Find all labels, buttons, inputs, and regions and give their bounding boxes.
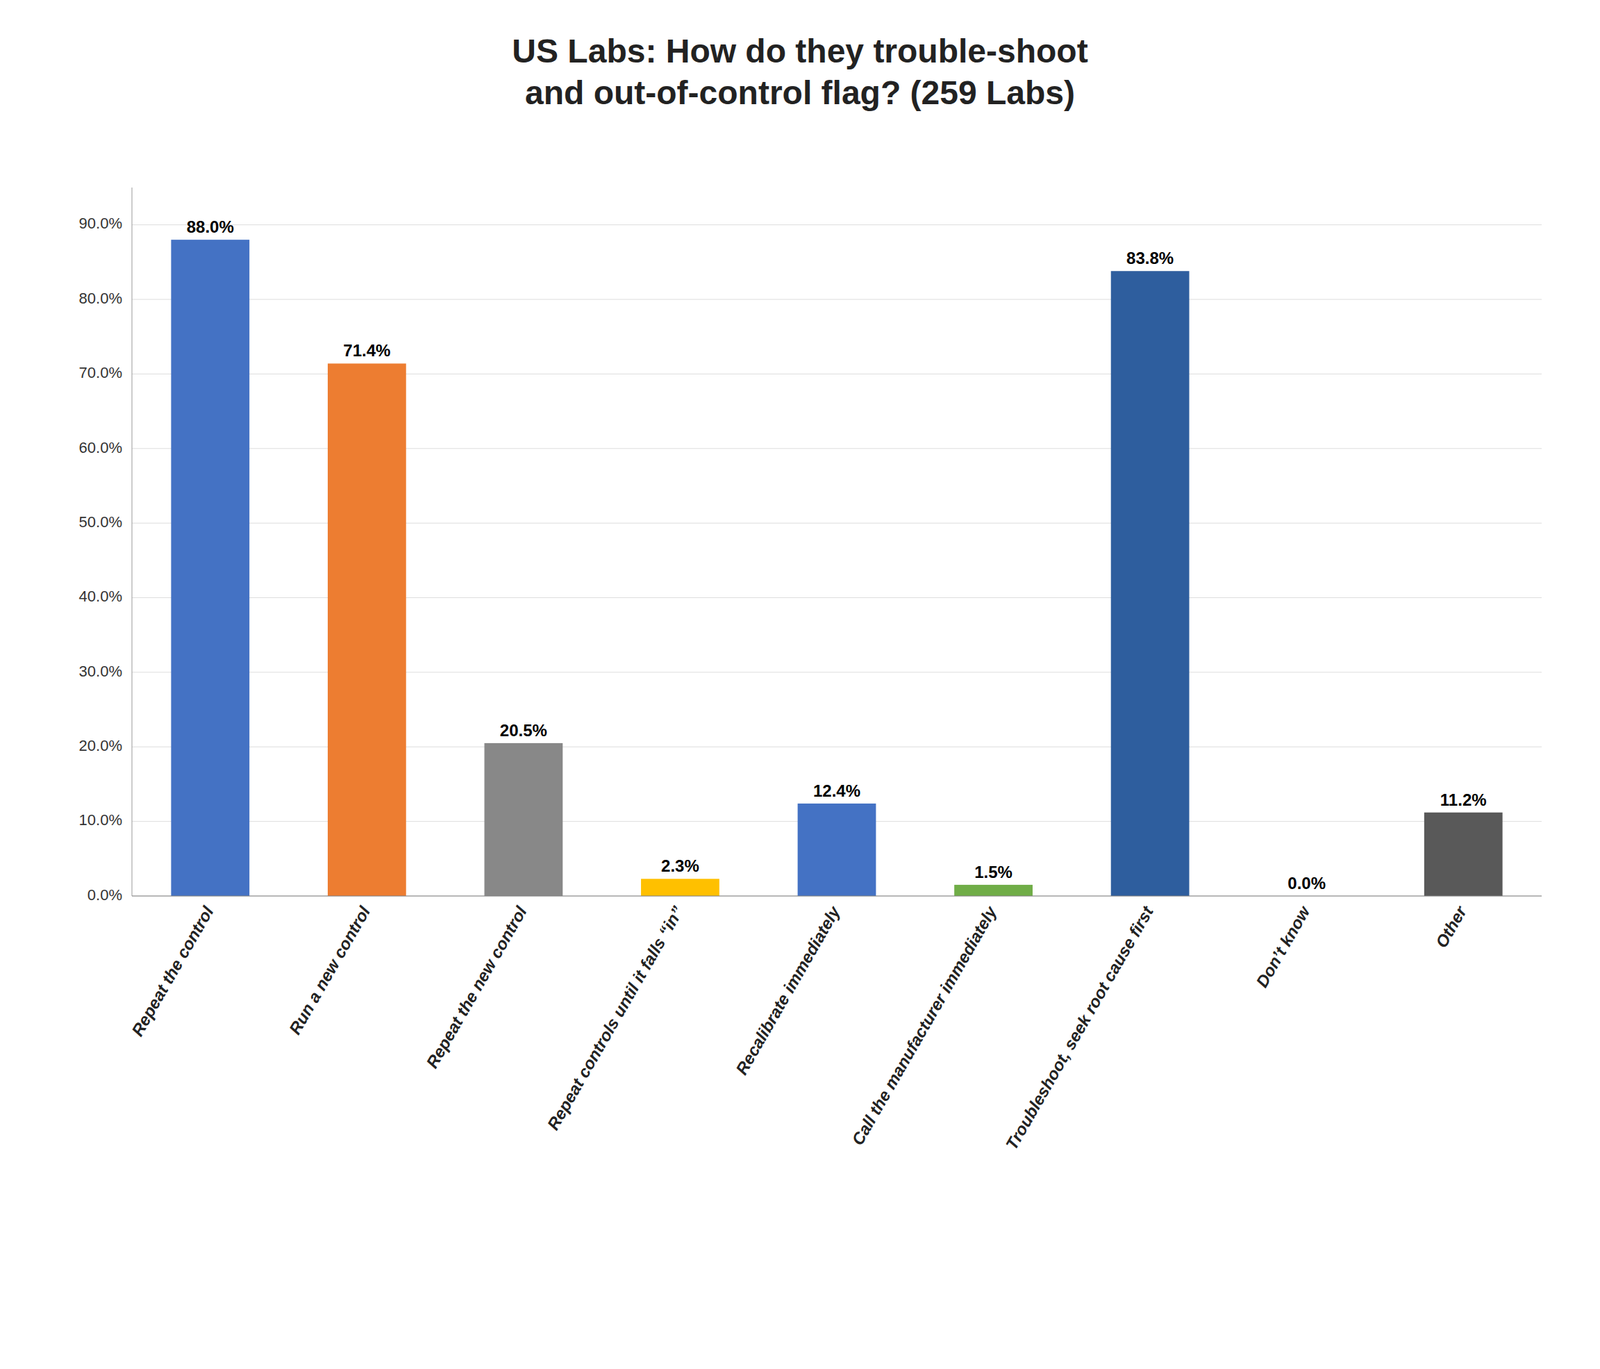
x-tick-label: Recalibrate immediately [731,902,845,1078]
chart: US Labs: How do they trouble-shootand ou… [0,0,1600,1369]
data-label: 0.0% [1287,873,1326,893]
bar [170,239,250,896]
data-label: 71.4% [343,340,391,360]
title: US Labs: How do they trouble-shootand ou… [511,32,1088,112]
bar [797,803,877,896]
y-tick-label: 40.0% [79,587,123,605]
y-tick-label: 50.0% [79,513,123,531]
y-tick-label: 90.0% [79,214,123,232]
bar [954,884,1033,896]
bar [1111,270,1190,896]
bars [170,239,1503,896]
y-tick-label: 30.0% [79,662,123,680]
y-tick-label: 20.0% [79,736,123,755]
x-tick-label: Troubleshoot, seek root cause first [1002,902,1158,1153]
x-tick-label: Repeat controls until it falls “in” [543,902,688,1133]
x-tick-label: Repeat the new control [422,902,531,1071]
x-tick-label: Repeat the control [127,902,218,1039]
data-label: 11.2% [1440,790,1487,810]
data-label: 83.8% [1126,248,1174,268]
y-tick-label: 10.0% [79,811,123,829]
bar [640,878,720,896]
bar [1424,812,1503,896]
x-tick-label: Call the manufacturer immediately [847,902,1001,1149]
x-tick-label: Don’t know [1252,902,1314,991]
data-label: 2.3% [661,856,700,875]
y-tick-label: 60.0% [79,438,123,457]
y-tick-label: 80.0% [79,289,123,307]
grid-line [131,224,1542,225]
data-label: 88.0% [186,217,235,237]
data-label: 1.5% [974,862,1013,882]
x-tick-label: Other [1431,902,1471,951]
grid-line [131,895,1542,897]
y-tick-label: 0.0% [87,886,123,904]
x-axis-line [131,895,1542,897]
x-tick-label: Run a new control [285,902,375,1038]
data-label: 12.4% [813,781,861,800]
y-axis-line [131,187,133,896]
grid-line [131,299,1542,300]
bar [327,363,407,896]
grid [131,225,1542,896]
y-tick-label: 70.0% [79,363,123,382]
bar [484,743,564,896]
data-label: 20.5% [500,720,548,740]
